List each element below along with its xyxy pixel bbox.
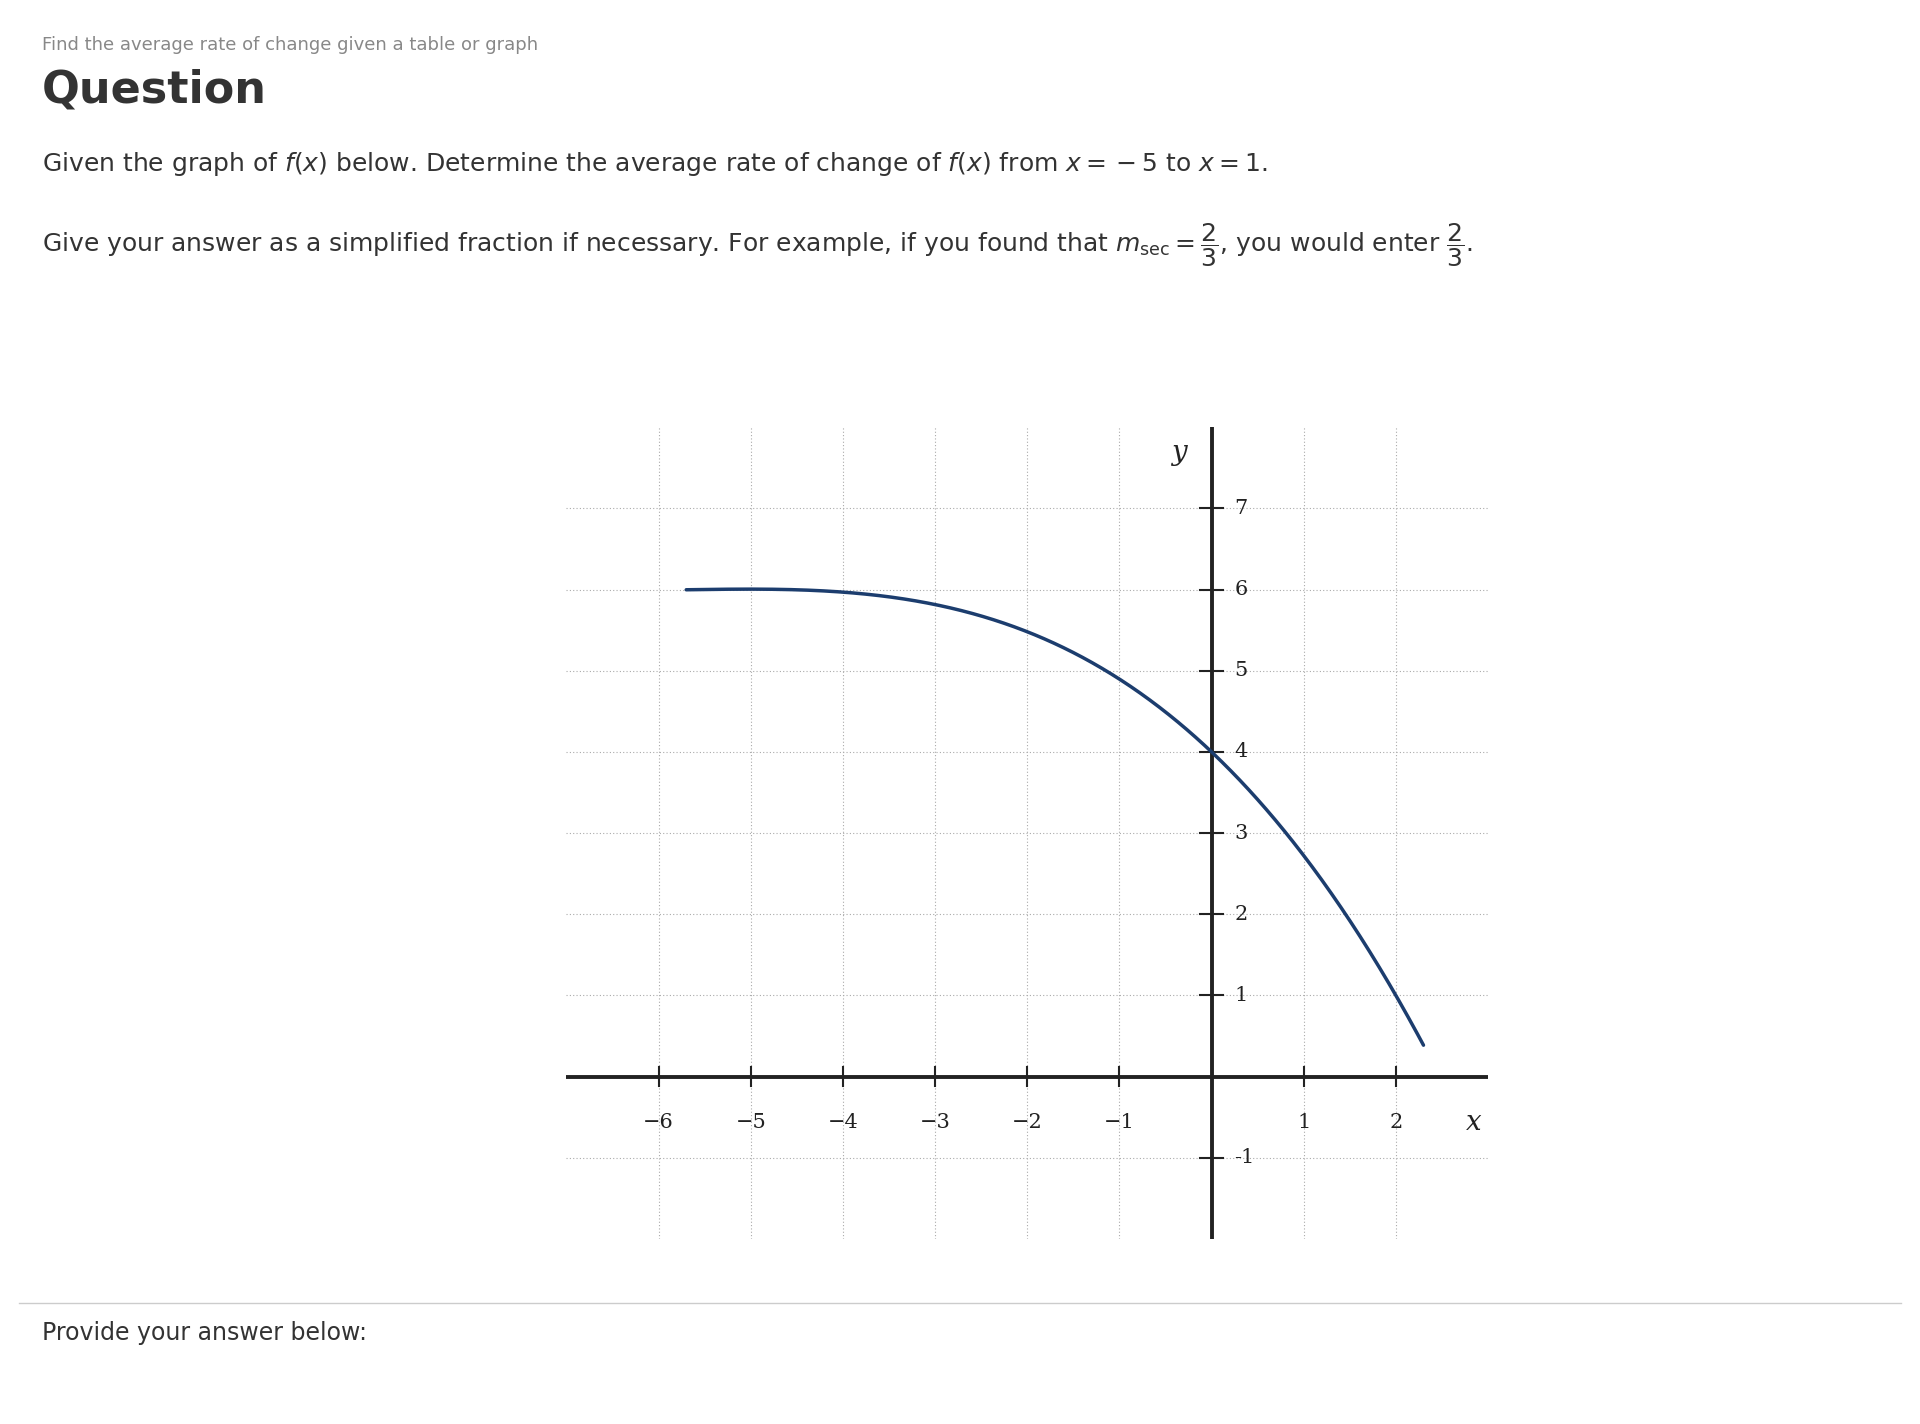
Text: Provide your answer below:: Provide your answer below: bbox=[42, 1321, 367, 1346]
Text: −4: −4 bbox=[828, 1114, 858, 1132]
Text: 5: 5 bbox=[1235, 661, 1248, 681]
Text: x: x bbox=[1467, 1109, 1482, 1136]
Text: 6: 6 bbox=[1235, 580, 1248, 600]
Text: −3: −3 bbox=[920, 1114, 950, 1132]
Text: −1: −1 bbox=[1104, 1114, 1135, 1132]
Text: Give your answer as a simplified fraction if necessary. For example, if you foun: Give your answer as a simplified fractio… bbox=[42, 221, 1473, 269]
Text: -1: -1 bbox=[1235, 1148, 1256, 1168]
Text: 1: 1 bbox=[1235, 985, 1248, 1005]
Text: 2: 2 bbox=[1390, 1114, 1402, 1132]
Text: −5: −5 bbox=[735, 1114, 766, 1132]
Text: 2: 2 bbox=[1235, 904, 1248, 924]
Text: −2: −2 bbox=[1012, 1114, 1043, 1132]
Text: 1: 1 bbox=[1298, 1114, 1309, 1132]
Text: −6: −6 bbox=[643, 1114, 674, 1132]
Text: Find the average rate of change given a table or graph: Find the average rate of change given a … bbox=[42, 36, 538, 54]
Text: Given the graph of $f(x)$ below. Determine the average rate of change of $f(x)$ : Given the graph of $f(x)$ below. Determi… bbox=[42, 150, 1267, 178]
Text: 3: 3 bbox=[1235, 823, 1248, 843]
Text: y: y bbox=[1171, 440, 1187, 467]
Text: Question: Question bbox=[42, 68, 267, 111]
Text: 7: 7 bbox=[1235, 498, 1248, 518]
Text: 4: 4 bbox=[1235, 742, 1248, 762]
